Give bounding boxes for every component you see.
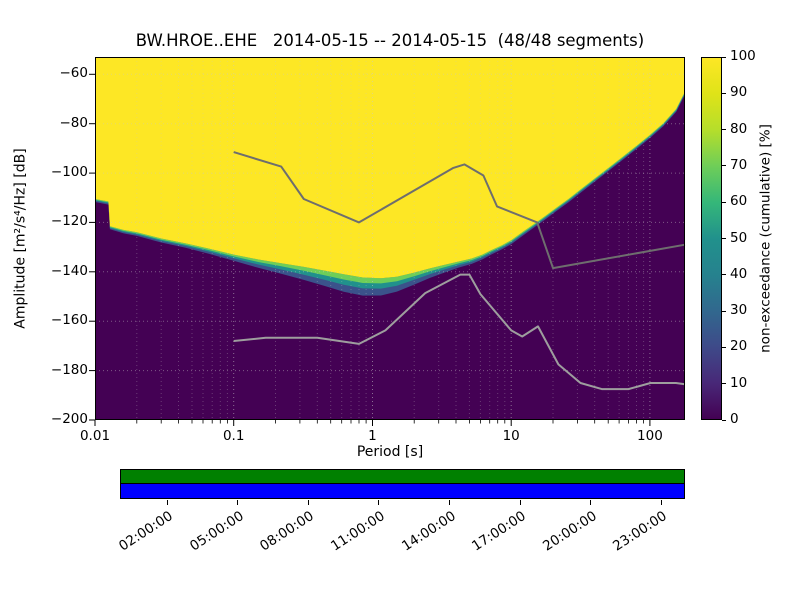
- time-tick-label: 02:00:00: [116, 508, 176, 555]
- y-tick-label: −160: [50, 312, 88, 329]
- colorbar-tick: [722, 129, 726, 131]
- heatmap-plot: [87, 57, 693, 429]
- x-tick-label: 10: [502, 428, 520, 444]
- colorbar-tick-label: 100: [730, 48, 756, 64]
- y-tick-label: −120: [50, 213, 88, 230]
- colorbar-tick: [722, 383, 726, 385]
- colorbar-tick-label: 20: [730, 338, 748, 355]
- coverage-bar-bottom-row: [120, 483, 685, 499]
- heatmap-svg: [89, 57, 686, 426]
- coverage-tick: [660, 500, 662, 505]
- colorbar-tick: [722, 56, 726, 58]
- coverage-tick: [449, 500, 451, 505]
- colorbar-tick: [722, 419, 726, 421]
- colorbar-tick: [722, 274, 726, 276]
- coverage-tick: [378, 500, 380, 505]
- y-tick-label: −140: [50, 262, 88, 279]
- colorbar-tick-label: 10: [730, 374, 748, 391]
- y-tick-label: −200: [50, 411, 88, 427]
- coverage-tick: [166, 500, 168, 505]
- colorbar-tick: [722, 310, 726, 312]
- nlnm-noise-model-curve: [233, 273, 686, 391]
- colorbar-tick-label: 0: [730, 411, 739, 427]
- colorbar-tick-label: 90: [730, 84, 748, 101]
- plot-frame: [95, 57, 685, 420]
- y-tick-label: −80: [59, 114, 89, 131]
- x-tick-label: 0.01: [79, 428, 111, 444]
- coverage-tick: [590, 500, 592, 505]
- nhnm-noise-model-curve: [233, 151, 686, 270]
- plot-title: BW.HROE..EHE 2014-05-15 -- 2014-05-15 (4…: [135, 31, 645, 50]
- colorbar-gradient: [701, 57, 722, 420]
- colorbar-tick-label: 80: [730, 120, 748, 137]
- colorbar-tick: [722, 346, 726, 348]
- colorbar-tick: [722, 92, 726, 94]
- colorbar-tick: [722, 201, 726, 203]
- y-tick-label: −180: [50, 361, 88, 378]
- x-tick-label: 1: [368, 428, 377, 444]
- colorbar-tick: [722, 238, 726, 239]
- y-tick-label: −100: [50, 164, 88, 181]
- colorbar-tick-label: 50: [730, 229, 748, 246]
- hundred-percent-region: [95, 57, 685, 279]
- colorbar-tick-label: 70: [730, 156, 748, 173]
- coverage-tick: [307, 500, 309, 505]
- x-tick-label: 0.1: [222, 428, 245, 444]
- y-tick-label: −60: [59, 65, 89, 82]
- x-tick-label: 100: [637, 428, 663, 444]
- colorbar-tick-label: 40: [730, 265, 748, 282]
- colorbar-tick-label: 60: [730, 193, 748, 210]
- colorbar-tick: [722, 165, 726, 167]
- coverage-tick: [519, 500, 521, 505]
- colorbar-tick-label: 30: [730, 302, 748, 319]
- coverage-tick: [237, 500, 239, 505]
- x-axis-label: Period [s]: [356, 444, 424, 460]
